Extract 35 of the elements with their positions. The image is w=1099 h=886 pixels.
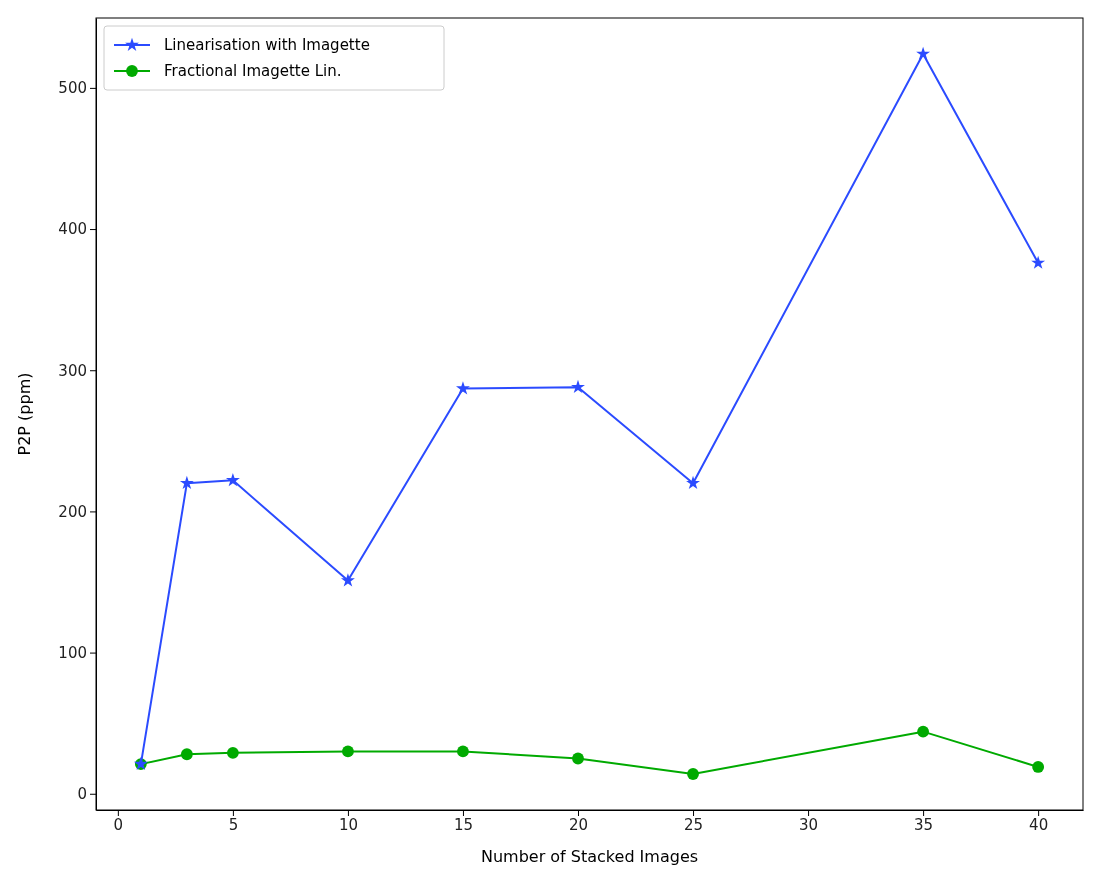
point [1031, 255, 1046, 269]
point [340, 573, 355, 587]
point [179, 475, 194, 490]
point [571, 379, 585, 394]
y-tick-label: 100 [58, 643, 87, 662]
x-tick-label: 25 [683, 815, 704, 834]
point [1032, 761, 1045, 773]
point [686, 475, 700, 490]
y-tick-label: 0 [77, 785, 87, 804]
x-tick-label: 15 [453, 815, 474, 834]
point [342, 745, 354, 758]
legend-label: Linearisation with Imagette [164, 36, 370, 54]
x-tick-label: 5 [228, 815, 239, 834]
point [225, 473, 240, 487]
y-axis-title: P2P (ppm) [15, 372, 34, 456]
x-tick-label: 30 [799, 815, 819, 834]
x-tick-label: 0 [113, 815, 124, 834]
x-tick-label: 10 [338, 815, 358, 834]
point [180, 748, 193, 761]
point [917, 725, 930, 738]
x-tick-label: 20 [568, 815, 589, 834]
y-tick-label: 300 [58, 361, 87, 380]
y-tick-label: 500 [58, 79, 87, 98]
point [456, 381, 470, 395]
x-tick-label: 40 [1029, 815, 1049, 834]
y-tick-label: 200 [58, 502, 87, 521]
x-tick-label: 35 [914, 815, 934, 834]
point [687, 768, 699, 780]
legend-label: Fractional Imagette Lin. [164, 62, 342, 80]
point [226, 746, 239, 759]
x-axis-title: Number of Stacked Images [480, 847, 699, 866]
point [916, 46, 931, 60]
point [572, 752, 584, 765]
y-tick-label: 400 [58, 220, 87, 239]
point [457, 745, 469, 758]
